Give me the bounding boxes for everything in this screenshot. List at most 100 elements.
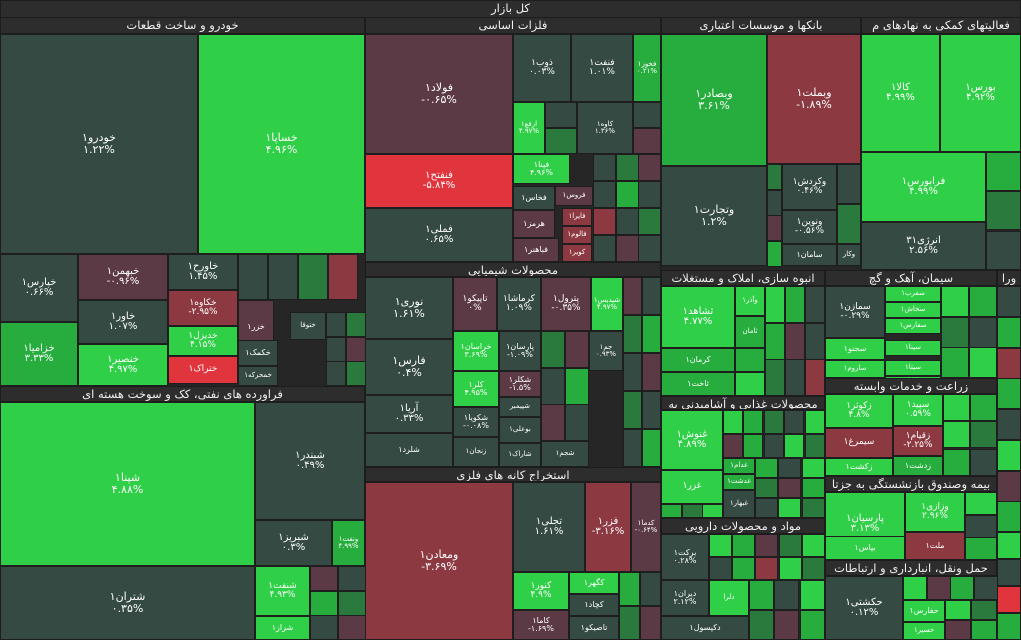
stock-tile-small[interactable] [755, 534, 778, 557]
stock-tile[interactable]: ونوین۱ -۰.۵۶% [782, 210, 837, 244]
stock-tile-small[interactable] [784, 434, 804, 458]
stock-tile-small[interactable] [997, 317, 1021, 348]
stock-tile-small[interactable] [326, 337, 346, 362]
stock-tile[interactable]: پارسان۱ -۱.۰۹% [499, 331, 541, 371]
stock-tile[interactable]: خراسان۱ ۳.۶۹% [453, 331, 499, 371]
stock-tile[interactable]: تاپیکو۱ ۰% [453, 277, 497, 331]
stock-tile-small[interactable] [346, 361, 366, 386]
stock-tile[interactable]: خکاوه۱ -۲.۹۵% [168, 290, 238, 326]
stock-tile-small[interactable] [765, 323, 785, 360]
stock-tile-small[interactable] [997, 348, 1021, 379]
stock-tile[interactable]: سفارس۱ [885, 318, 941, 334]
stock-tile-small[interactable] [755, 458, 778, 478]
stock-tile[interactable]: وبصادر۱ ۳.۶۱% [661, 34, 767, 166]
stock-tile[interactable]: ملت۱ [905, 532, 965, 560]
stock-tile-small[interactable] [709, 534, 732, 557]
stock-tile-small[interactable] [767, 215, 782, 241]
stock-tile-small[interactable] [326, 361, 346, 386]
stock-tile[interactable]: شاراک۱ [499, 443, 541, 467]
stock-tile[interactable]: وکردش۱ ۰.۴۶% [782, 164, 837, 210]
stock-tile[interactable]: فخاس۱ [513, 186, 555, 210]
stock-tile-small[interactable] [986, 152, 1021, 191]
stock-tile-small[interactable] [661, 504, 682, 518]
stock-tile[interactable]: ثامان [735, 316, 765, 348]
stock-tile-small[interactable] [268, 254, 298, 300]
stock-tile-small[interactable] [541, 404, 565, 441]
stock-tile-small[interactable] [941, 286, 969, 317]
stock-tile[interactable]: ثاخت۱ [661, 372, 735, 396]
sector-header[interactable]: خودرو و ساخت قطعات [0, 17, 365, 34]
stock-tile-small[interactable] [767, 164, 782, 190]
stock-tile-small[interactable] [642, 429, 661, 467]
sector-header[interactable]: استخراج کانه های فلزی [365, 467, 661, 482]
stock-tile-small[interactable] [709, 557, 732, 580]
stock-tile[interactable]: غنوش۱ ۴.۸۹% [661, 410, 723, 470]
stock-tile-small[interactable] [565, 368, 589, 405]
stock-tile-small[interactable] [997, 532, 1021, 559]
stock-tile[interactable]: شراز۱ [255, 616, 310, 640]
stock-tile-small[interactable] [805, 286, 825, 323]
stock-tile[interactable]: شکویا۱ -۰.۰۸% [453, 407, 499, 437]
stock-tile-small[interactable] [969, 347, 997, 378]
stock-tile[interactable]: نوری۱ ۱.۶۱% [365, 277, 453, 339]
stock-tile[interactable]: حکشتی۱ ۰.۱۲% [825, 576, 903, 640]
stock-tile[interactable]: سپنا۱ [885, 340, 941, 356]
stock-tile-small[interactable] [623, 353, 642, 391]
stock-tile-small[interactable] [970, 421, 997, 448]
stock-tile[interactable]: خبهمن۱ -۰.۹۶% [78, 254, 168, 300]
stock-tile[interactable]: حفارس۱ [903, 600, 945, 622]
stock-tile-small[interactable] [767, 190, 782, 216]
stock-tile-small[interactable] [640, 572, 661, 606]
stock-tile-small[interactable] [623, 429, 642, 467]
stock-tile-small[interactable] [638, 181, 661, 208]
stock-tile-small[interactable] [805, 359, 825, 396]
stock-tile[interactable]: شکلر۱ -۱.۵% [499, 371, 541, 397]
stock-tile[interactable]: شلرد۱ [365, 433, 453, 467]
stock-tile-small[interactable] [642, 315, 661, 353]
stock-tile[interactable]: ساروم۱ [825, 360, 885, 378]
stock-tile[interactable]: خاور۱ ۱.۰۷% [78, 300, 168, 344]
stock-tile-small[interactable] [755, 498, 778, 518]
stock-tile-small[interactable] [755, 557, 778, 580]
stock-tile-small[interactable] [943, 421, 970, 448]
stock-tile[interactable]: شپدیس۱ ۴.۹۷% [591, 277, 623, 331]
stock-tile[interactable]: زنجان۱ [453, 437, 499, 467]
stock-tile[interactable]: تجلی۱ ۱.۶۱% [513, 482, 585, 572]
stock-tile-small[interactable] [541, 368, 565, 405]
stock-tile[interactable]: فزر۱ -۳.۱۶% [585, 482, 631, 572]
stock-tile-small[interactable] [723, 410, 743, 434]
sector-header[interactable]: فعالیتهای کمکی به نهادهای م [861, 17, 1021, 34]
stock-tile-small[interactable] [965, 537, 997, 560]
stock-tile-small[interactable] [997, 440, 1021, 471]
stock-tile[interactable]: سیمرغ۱ [825, 428, 893, 458]
stock-tile-small[interactable] [732, 534, 755, 557]
stock-tile[interactable]: کرماشا۱ ۱.۰۹% [497, 277, 541, 331]
stock-tile-small[interactable] [802, 557, 825, 580]
stock-tile-small[interactable] [755, 478, 778, 498]
stock-tile[interactable]: ومعادن۱ -۳.۶۹% [365, 482, 513, 640]
stock-tile[interactable]: کنور۱ ۴.۹% [513, 572, 569, 610]
stock-tile[interactable]: فنفتح۱ -۵.۸۴% [365, 154, 513, 208]
stock-tile-small[interactable] [633, 128, 661, 154]
stock-tile[interactable]: سجنو۱ [825, 338, 885, 360]
stock-tile[interactable]: وزازی۱ ۲.۹۶% [905, 492, 965, 532]
stock-tile-small[interactable] [779, 557, 802, 580]
stock-tile[interactable]: جم۱ ۰.۹۳% [589, 331, 623, 371]
stock-tile[interactable]: خکمک۱ [238, 340, 278, 366]
stock-tile[interactable]: شنفت۱ ۴.۹۳% [255, 566, 310, 616]
stock-tile-small[interactable] [541, 331, 565, 368]
stock-tile[interactable]: فروس۱ [555, 186, 593, 206]
stock-tile[interactable]: فرابورس۱ ۴.۹۹% [861, 152, 986, 222]
stock-tile[interactable]: فباهنر۱ [513, 238, 559, 262]
stock-tile[interactable]: فولاد۱ -۰.۶۵% [365, 34, 513, 154]
stock-tile-small[interactable] [997, 586, 1021, 613]
stock-tile[interactable]: خاورح۱ ۱.۴۵% [168, 254, 238, 290]
stock-tile[interactable]: کلر۱ ۴.۹۵% [453, 371, 499, 407]
stock-tile[interactable]: وبملت۱ -۱.۸۹% [767, 34, 861, 164]
stock-tile-small[interactable] [802, 458, 825, 478]
stock-tile[interactable]: شپیمبر [499, 397, 541, 417]
stock-tile-small[interactable] [638, 235, 661, 262]
stock-tile-small[interactable] [749, 610, 774, 640]
stock-tile-small[interactable] [785, 286, 805, 323]
stock-tile-small[interactable] [640, 606, 661, 640]
